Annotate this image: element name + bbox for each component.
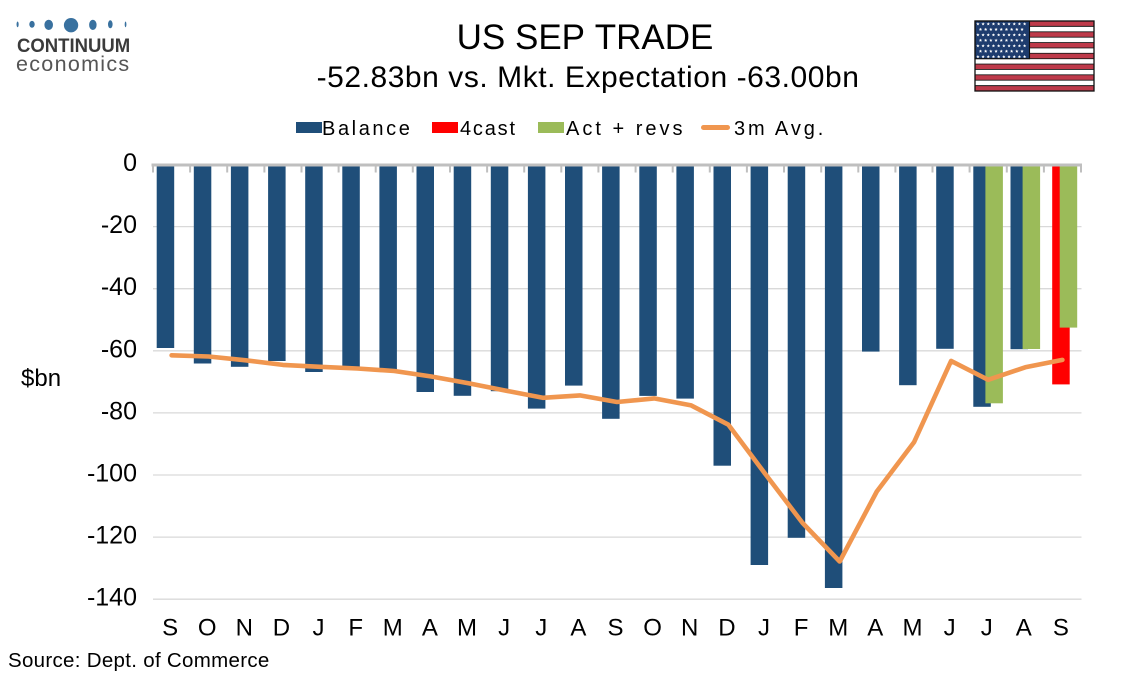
svg-text:-140: -140 <box>87 584 137 612</box>
svg-text:$bn: $bn <box>21 365 61 392</box>
svg-text:S: S <box>1053 615 1069 642</box>
svg-text:N: N <box>681 615 698 642</box>
svg-text:Source: Dept. of Commerce: Source: Dept. of Commerce <box>8 649 270 672</box>
svg-text:S: S <box>162 615 178 642</box>
svg-text:D: D <box>718 615 735 642</box>
svg-text:A: A <box>570 615 586 642</box>
svg-text:-20: -20 <box>101 211 137 239</box>
svg-text:J: J <box>758 615 770 642</box>
svg-text:J: J <box>981 615 993 642</box>
svg-text:A: A <box>422 615 438 642</box>
svg-text:S: S <box>607 615 623 642</box>
svg-text:N: N <box>236 615 253 642</box>
svg-text:O: O <box>643 615 662 642</box>
svg-text:-120: -120 <box>87 522 137 550</box>
svg-text:D: D <box>273 615 290 642</box>
svg-text:M: M <box>828 615 848 642</box>
svg-text:-60: -60 <box>101 335 137 363</box>
svg-text:J: J <box>313 615 325 642</box>
svg-text:0: 0 <box>123 149 137 177</box>
svg-text:M: M <box>383 615 403 642</box>
svg-text:-100: -100 <box>87 460 137 488</box>
svg-text:O: O <box>198 615 217 642</box>
svg-text:-40: -40 <box>101 273 137 301</box>
svg-text:J: J <box>535 615 547 642</box>
svg-text:F: F <box>794 615 809 642</box>
svg-text:M: M <box>457 615 477 642</box>
svg-text:J: J <box>498 615 510 642</box>
svg-text:A: A <box>867 615 883 642</box>
svg-text:-80: -80 <box>101 397 137 425</box>
svg-text:F: F <box>348 615 363 642</box>
svg-text:J: J <box>944 615 956 642</box>
svg-text:A: A <box>1016 615 1032 642</box>
svg-text:M: M <box>903 615 923 642</box>
